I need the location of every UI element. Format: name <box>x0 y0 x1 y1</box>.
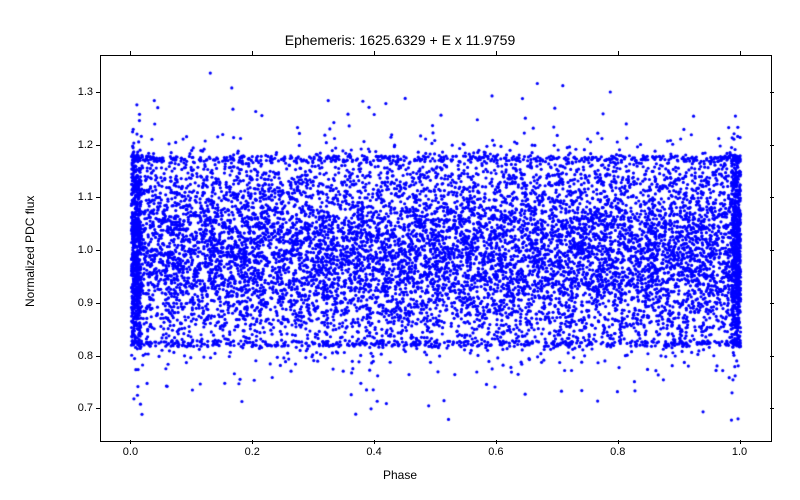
x-axis-label: Phase <box>0 468 800 482</box>
x-tick-mark <box>740 440 741 444</box>
x-tick-mark <box>252 51 253 55</box>
x-tick-mark <box>130 440 131 444</box>
x-tick-label: 0.0 <box>123 446 138 458</box>
y-tick-label: 0.8 <box>65 350 93 362</box>
x-tick-mark <box>374 440 375 444</box>
y-tick-label: 1.2 <box>65 139 93 151</box>
y-axis-label: Normalized PDC flux <box>23 187 37 307</box>
x-tick-label: 0.8 <box>610 446 625 458</box>
y-tick-mark <box>770 145 774 146</box>
y-tick-label: 0.9 <box>65 297 93 309</box>
y-tick-mark <box>96 197 100 198</box>
x-tick-label: 0.2 <box>245 446 260 458</box>
y-tick-mark <box>96 408 100 409</box>
y-tick-mark <box>770 356 774 357</box>
y-tick-mark <box>96 356 100 357</box>
x-tick-mark <box>496 51 497 55</box>
chart-title: Ephemeris: 1625.6329 + E x 11.9759 <box>0 32 800 48</box>
y-tick-label: 1.0 <box>65 244 93 256</box>
y-tick-mark <box>770 197 774 198</box>
x-tick-mark <box>496 440 497 444</box>
y-tick-mark <box>96 145 100 146</box>
y-tick-mark <box>96 250 100 251</box>
y-tick-label: 1.1 <box>65 191 93 203</box>
scatter-points <box>101 56 771 441</box>
y-tick-mark <box>96 303 100 304</box>
y-tick-mark <box>770 92 774 93</box>
x-tick-label: 1.0 <box>732 446 747 458</box>
x-tick-mark <box>618 440 619 444</box>
y-tick-mark <box>770 303 774 304</box>
x-tick-mark <box>374 51 375 55</box>
x-tick-label: 0.4 <box>366 446 381 458</box>
chart-container: Ephemeris: 1625.6329 + E x 11.9759 Norma… <box>0 0 800 500</box>
y-tick-mark <box>770 408 774 409</box>
x-tick-mark <box>252 440 253 444</box>
y-tick-mark <box>770 250 774 251</box>
y-tick-label: 1.3 <box>65 86 93 98</box>
x-tick-label: 0.6 <box>488 446 503 458</box>
y-tick-label: 0.7 <box>65 402 93 414</box>
plot-area <box>100 55 772 442</box>
x-tick-mark <box>130 51 131 55</box>
x-tick-mark <box>740 51 741 55</box>
x-tick-mark <box>618 51 619 55</box>
y-tick-mark <box>96 92 100 93</box>
